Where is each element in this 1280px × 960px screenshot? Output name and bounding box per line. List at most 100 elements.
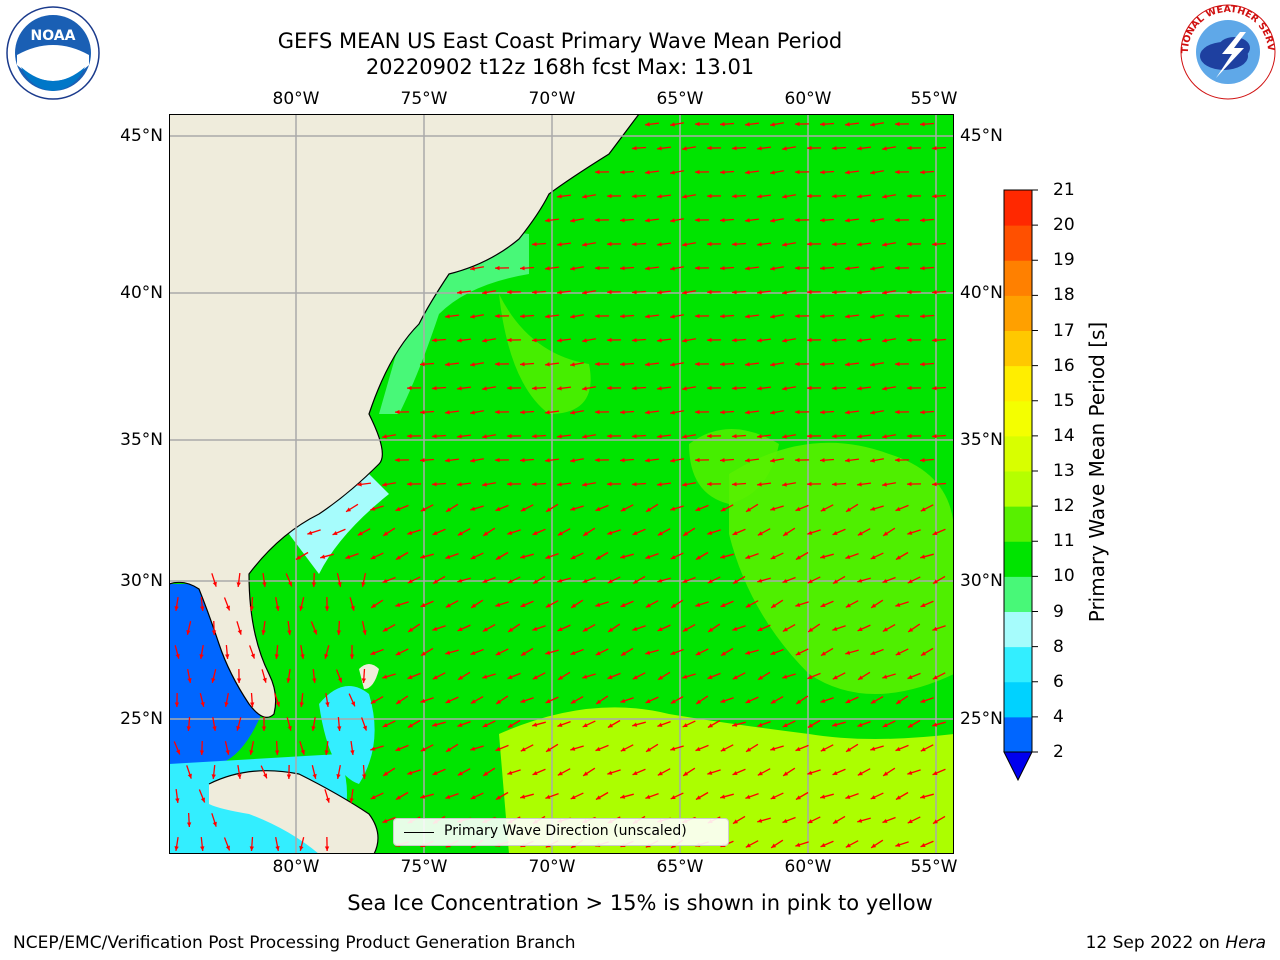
wave-arrow-head xyxy=(745,170,750,175)
wave-arrow-head xyxy=(432,626,438,631)
wave-arrow-head xyxy=(845,794,851,799)
wave-arrow-head xyxy=(732,722,738,727)
wave-arrow-head xyxy=(532,530,538,535)
wave-arrow-head xyxy=(932,626,938,631)
wave-arrow-head xyxy=(632,290,637,295)
wave-arrow-head xyxy=(470,795,476,800)
colorbar-segment xyxy=(1004,365,1032,402)
wave-arrow-head xyxy=(907,481,912,487)
wave-arrow-head xyxy=(845,362,850,367)
wave-arrow-head xyxy=(520,266,525,271)
wave-arrow-head xyxy=(520,651,526,656)
wave-arrow-head xyxy=(870,795,876,800)
wave-arrow-head xyxy=(657,386,662,391)
colorbar-title: Primary Wave Mean Period [s] xyxy=(1085,321,1109,623)
wave-arrow-head xyxy=(582,194,587,199)
wave-arrow-head xyxy=(324,846,330,851)
wave-arrow-head xyxy=(457,434,462,439)
wave-arrow-head xyxy=(757,146,762,151)
wave-arrow-head xyxy=(300,749,305,755)
machine-name: Hera xyxy=(1225,933,1266,953)
wave-arrow-head xyxy=(870,506,876,511)
wave-arrow-head xyxy=(620,170,625,175)
wave-arrow-head xyxy=(832,770,838,775)
wave-arrow-head xyxy=(286,678,291,683)
wave-arrow-head xyxy=(595,217,600,223)
wave-arrow-head xyxy=(507,385,512,391)
wave-arrow-head xyxy=(782,723,788,728)
wave-arrow-head xyxy=(520,602,526,607)
wave-arrow-head xyxy=(595,555,601,560)
wave-arrow-head xyxy=(457,771,463,776)
wave-arrow-head xyxy=(620,266,625,271)
wave-arrow-head xyxy=(932,290,937,295)
wave-arrow-head xyxy=(795,602,801,607)
wave-arrow-head xyxy=(620,602,626,607)
wave-arrow-head xyxy=(695,169,700,175)
wave-arrow-head xyxy=(907,193,912,199)
cuba-coastline xyxy=(208,770,379,854)
wave-arrow-head xyxy=(832,530,838,535)
wave-arrow-head xyxy=(720,362,725,367)
wave-arrow-head xyxy=(286,774,292,779)
wave-arrow-head xyxy=(582,434,587,439)
wave-arrow-head xyxy=(757,482,762,487)
wave-arrow-head xyxy=(445,362,450,367)
wave-arrow-head xyxy=(857,531,863,536)
wave-arrow-head xyxy=(607,674,613,679)
wave-arrow-head xyxy=(683,771,689,776)
national-weather-service-logo: NATIONAL WEATHER SERVICE xyxy=(1178,2,1276,100)
wave-arrow-head xyxy=(395,746,401,751)
colorbar-segment xyxy=(1004,435,1032,472)
wave-arrow-head xyxy=(645,410,650,415)
wave-arrow-head xyxy=(370,746,376,751)
wave-arrow-head xyxy=(807,289,812,295)
wave-arrow-head xyxy=(707,337,712,343)
wave-arrow-head xyxy=(720,554,726,559)
wave-arrow-head xyxy=(820,794,826,799)
wave-arrow-head xyxy=(770,314,775,319)
noaa-logo: NOAA xyxy=(6,6,100,100)
wave-arrow-head xyxy=(882,627,888,632)
wave-arrow-head xyxy=(757,722,763,727)
wave-arrow-head xyxy=(820,410,825,415)
wave-arrow-head xyxy=(287,581,292,587)
lon-top-label-0: 80°W xyxy=(272,89,320,109)
wave-arrow-head xyxy=(632,482,637,487)
wave-direction-arrows xyxy=(173,121,947,852)
lon-bottom-label-5: 55°W xyxy=(910,857,958,877)
wave-arrow-head xyxy=(495,313,500,319)
wave-arrow-head xyxy=(895,506,901,511)
wave-arrow-head xyxy=(807,385,812,391)
wave-arrow-head xyxy=(757,818,763,823)
wave-arrow-head xyxy=(632,146,637,151)
wave-arrow-head xyxy=(582,290,587,295)
wave-arrow-head xyxy=(895,169,900,175)
period-12-13-region xyxy=(499,707,954,854)
wave-arrow-head xyxy=(932,338,937,343)
lat-left-label-2: 35°N xyxy=(120,430,163,450)
colorbar-tick-label: 18 xyxy=(1053,285,1075,306)
wave-arrow-head xyxy=(545,458,550,463)
wave-arrow-head xyxy=(582,723,588,728)
wave-arrow-head xyxy=(645,554,651,559)
wave-arrow-head xyxy=(895,265,900,271)
wave-arrow-head xyxy=(757,771,763,776)
colorbar-tick-label: 8 xyxy=(1053,636,1064,657)
wave-arrow-head xyxy=(920,602,926,607)
wave-arrow-head xyxy=(249,606,254,611)
wave-arrow-head xyxy=(695,746,701,751)
wave-arrow-head xyxy=(932,482,937,487)
wave-arrow-head xyxy=(212,581,217,587)
wave-arrow-head xyxy=(745,603,751,608)
wave-arrow-head xyxy=(870,122,875,127)
wave-arrow-head xyxy=(445,458,450,463)
wave-arrow-head xyxy=(583,771,589,776)
wave-arrow-head xyxy=(932,146,937,151)
wave-arrow-head xyxy=(557,482,562,487)
wave-arrow-head xyxy=(632,386,637,391)
lat-right-label-2: 35°N xyxy=(960,430,1003,450)
wave-arrow-head xyxy=(857,386,862,391)
wave-arrow-head xyxy=(770,218,775,223)
wave-arrow-head xyxy=(607,530,613,535)
